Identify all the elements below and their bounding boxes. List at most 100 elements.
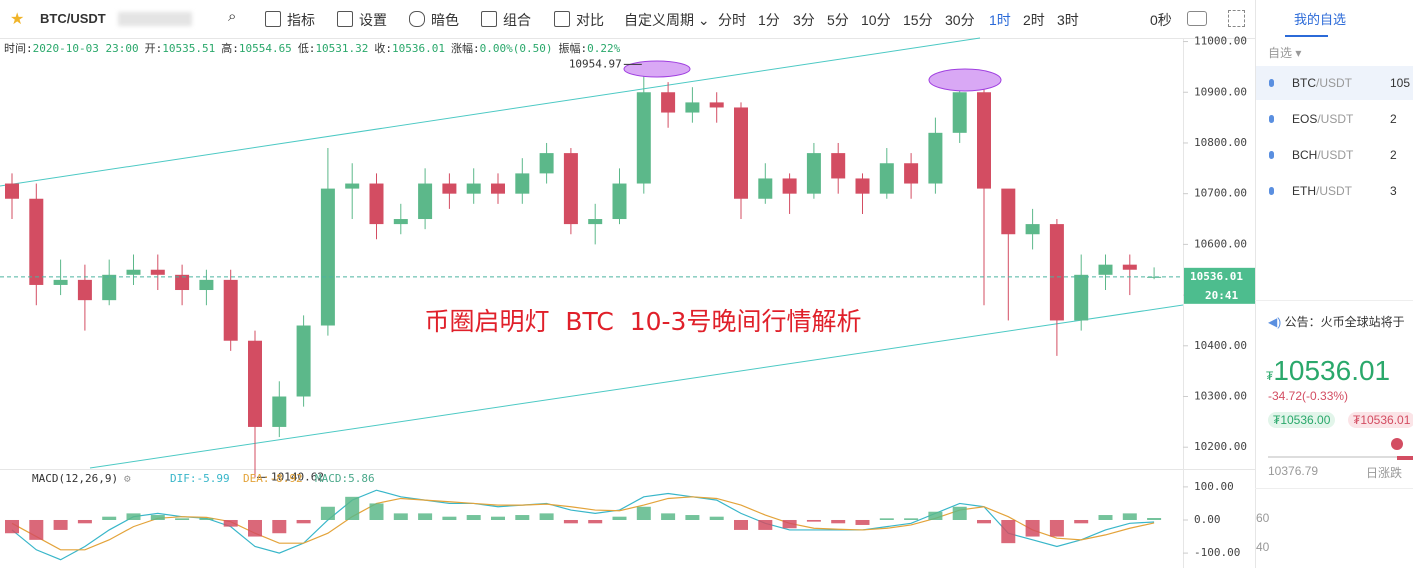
candle-body	[952, 92, 967, 133]
toolbar-button[interactable]: 指标	[287, 12, 315, 28]
blurred	[118, 12, 192, 26]
tab-underline	[1285, 35, 1328, 37]
y-tick-label: 0.00	[1194, 513, 1221, 526]
pair-price: 2	[1390, 148, 1397, 162]
pair-base: EOS	[1292, 112, 1318, 126]
macd-bar	[1049, 519, 1064, 537]
pair-quote: /USDT	[1317, 148, 1354, 162]
depth-tick: 40	[1256, 540, 1270, 554]
info-value: 2020-10-03 23:00	[32, 42, 139, 55]
y-tick-label: 10900.00	[1194, 85, 1247, 98]
candle-body	[466, 183, 481, 194]
candle-body	[77, 279, 92, 301]
y-tick-label: 11000.00	[1194, 35, 1247, 48]
macd-bar	[223, 519, 238, 527]
bid: ₮10536.00	[1268, 412, 1336, 428]
period-button[interactable]: 1时	[989, 12, 1011, 28]
pair: BTC/USDT	[1292, 76, 1352, 90]
watch-row[interactable]: BCH/USDT 2	[1256, 138, 1413, 172]
candle-body	[442, 183, 457, 194]
candle-body	[102, 274, 117, 301]
candle-body	[734, 107, 748, 199]
countdown-label: 20:41	[1205, 289, 1238, 302]
filter[interactable]: 自选 ▾	[1268, 46, 1302, 60]
range-label: 日涨跌	[1366, 466, 1403, 480]
macd-bar	[806, 519, 821, 522]
toolbar-button[interactable]: 对比	[576, 12, 604, 28]
tab[interactable]: 我的自选	[1294, 12, 1347, 27]
info-value: 0.00%(0.50)	[479, 42, 553, 55]
macd-bar	[734, 519, 748, 530]
coin-icon	[1269, 187, 1274, 195]
pair-base: BCH	[1292, 148, 1318, 162]
pair-quote: /USDT	[1317, 112, 1354, 126]
camera-icon[interactable]	[1187, 11, 1207, 26]
candle-body	[539, 153, 554, 174]
star-icon[interactable]: ★	[10, 11, 25, 28]
period-button[interactable]: 3时	[1057, 12, 1079, 28]
period-button[interactable]: 30分	[945, 12, 975, 28]
info-label: 振幅:	[558, 42, 588, 55]
macd-bar	[248, 519, 262, 537]
candle-body	[296, 325, 311, 397]
candle-body	[685, 102, 700, 113]
macd-bar	[1147, 518, 1162, 520]
watch-row[interactable]: ETH/USDT 3	[1256, 174, 1413, 208]
toolbar-button[interactable]: 设置	[359, 12, 387, 28]
candle-body	[29, 198, 44, 285]
candle-body	[272, 396, 287, 427]
highlight-ellipse	[928, 68, 1002, 92]
period-button[interactable]: 自定义周期 ⌄	[624, 12, 710, 28]
toolbar-icon[interactable]	[265, 11, 281, 27]
watch-row[interactable]: EOS/USDT 2	[1256, 102, 1413, 136]
period-button[interactable]: 15分	[903, 12, 933, 28]
pane-title: MACD(12,26,9)	[32, 472, 118, 485]
period-button[interactable]: 1分	[758, 12, 780, 28]
period-button[interactable]: 10分	[861, 12, 891, 28]
macd-bar	[563, 519, 578, 524]
pair-price: 3	[1390, 184, 1397, 198]
macd-bar	[1074, 519, 1089, 524]
macd-bar	[1001, 519, 1016, 544]
range-fill	[1397, 456, 1413, 460]
candle-body	[928, 132, 943, 184]
info-label: 开:	[144, 42, 163, 55]
macd-bar	[418, 513, 433, 520]
candle-body	[199, 279, 214, 291]
toolbar-icon[interactable]	[409, 11, 425, 27]
macd-bar	[77, 519, 92, 524]
toolbar-icon[interactable]	[554, 11, 570, 27]
pair-price: 105	[1390, 76, 1411, 90]
macd-bar	[29, 519, 44, 540]
toolbar-button[interactable]: 暗色	[431, 12, 459, 28]
candle-body	[758, 178, 773, 199]
notice[interactable]: ◀) 公告：火币全球站将于	[1268, 315, 1405, 329]
divider	[1255, 300, 1413, 301]
legend-entry: DIF:-5.99	[170, 472, 230, 485]
period-button[interactable]: 5分	[827, 12, 849, 28]
macd-bar	[612, 516, 627, 520]
search-icon[interactable]: ⌕	[228, 8, 237, 25]
countdown: 0秒	[1150, 12, 1172, 28]
symbol[interactable]: BTC/USDT	[40, 11, 106, 26]
toolbar-icon[interactable]	[481, 11, 497, 27]
candle-body	[393, 219, 408, 225]
toolbar-button[interactable]: 组合	[503, 12, 531, 28]
candle-body	[1025, 224, 1040, 235]
info-value: 0.22%	[587, 42, 621, 55]
info-label: 收:	[374, 42, 393, 55]
candle-body	[1049, 224, 1064, 321]
pair-base: ETH	[1292, 184, 1316, 198]
y-tick-label: 10300.00	[1194, 390, 1247, 403]
toolbar-icon[interactable]	[337, 11, 353, 27]
currency: ₮	[1266, 369, 1274, 383]
period-button[interactable]: 分时	[718, 12, 746, 28]
info-label: 低:	[297, 42, 316, 55]
macd-bar	[5, 519, 19, 534]
fullscreen-icon[interactable]	[1228, 10, 1245, 27]
candle-body	[345, 183, 360, 189]
watch-row[interactable]: BTC/USDT 105	[1256, 66, 1413, 100]
filter-label: 自选	[1268, 46, 1293, 60]
period-button[interactable]: 2时	[1023, 12, 1045, 28]
period-button[interactable]: 3分	[793, 12, 815, 28]
